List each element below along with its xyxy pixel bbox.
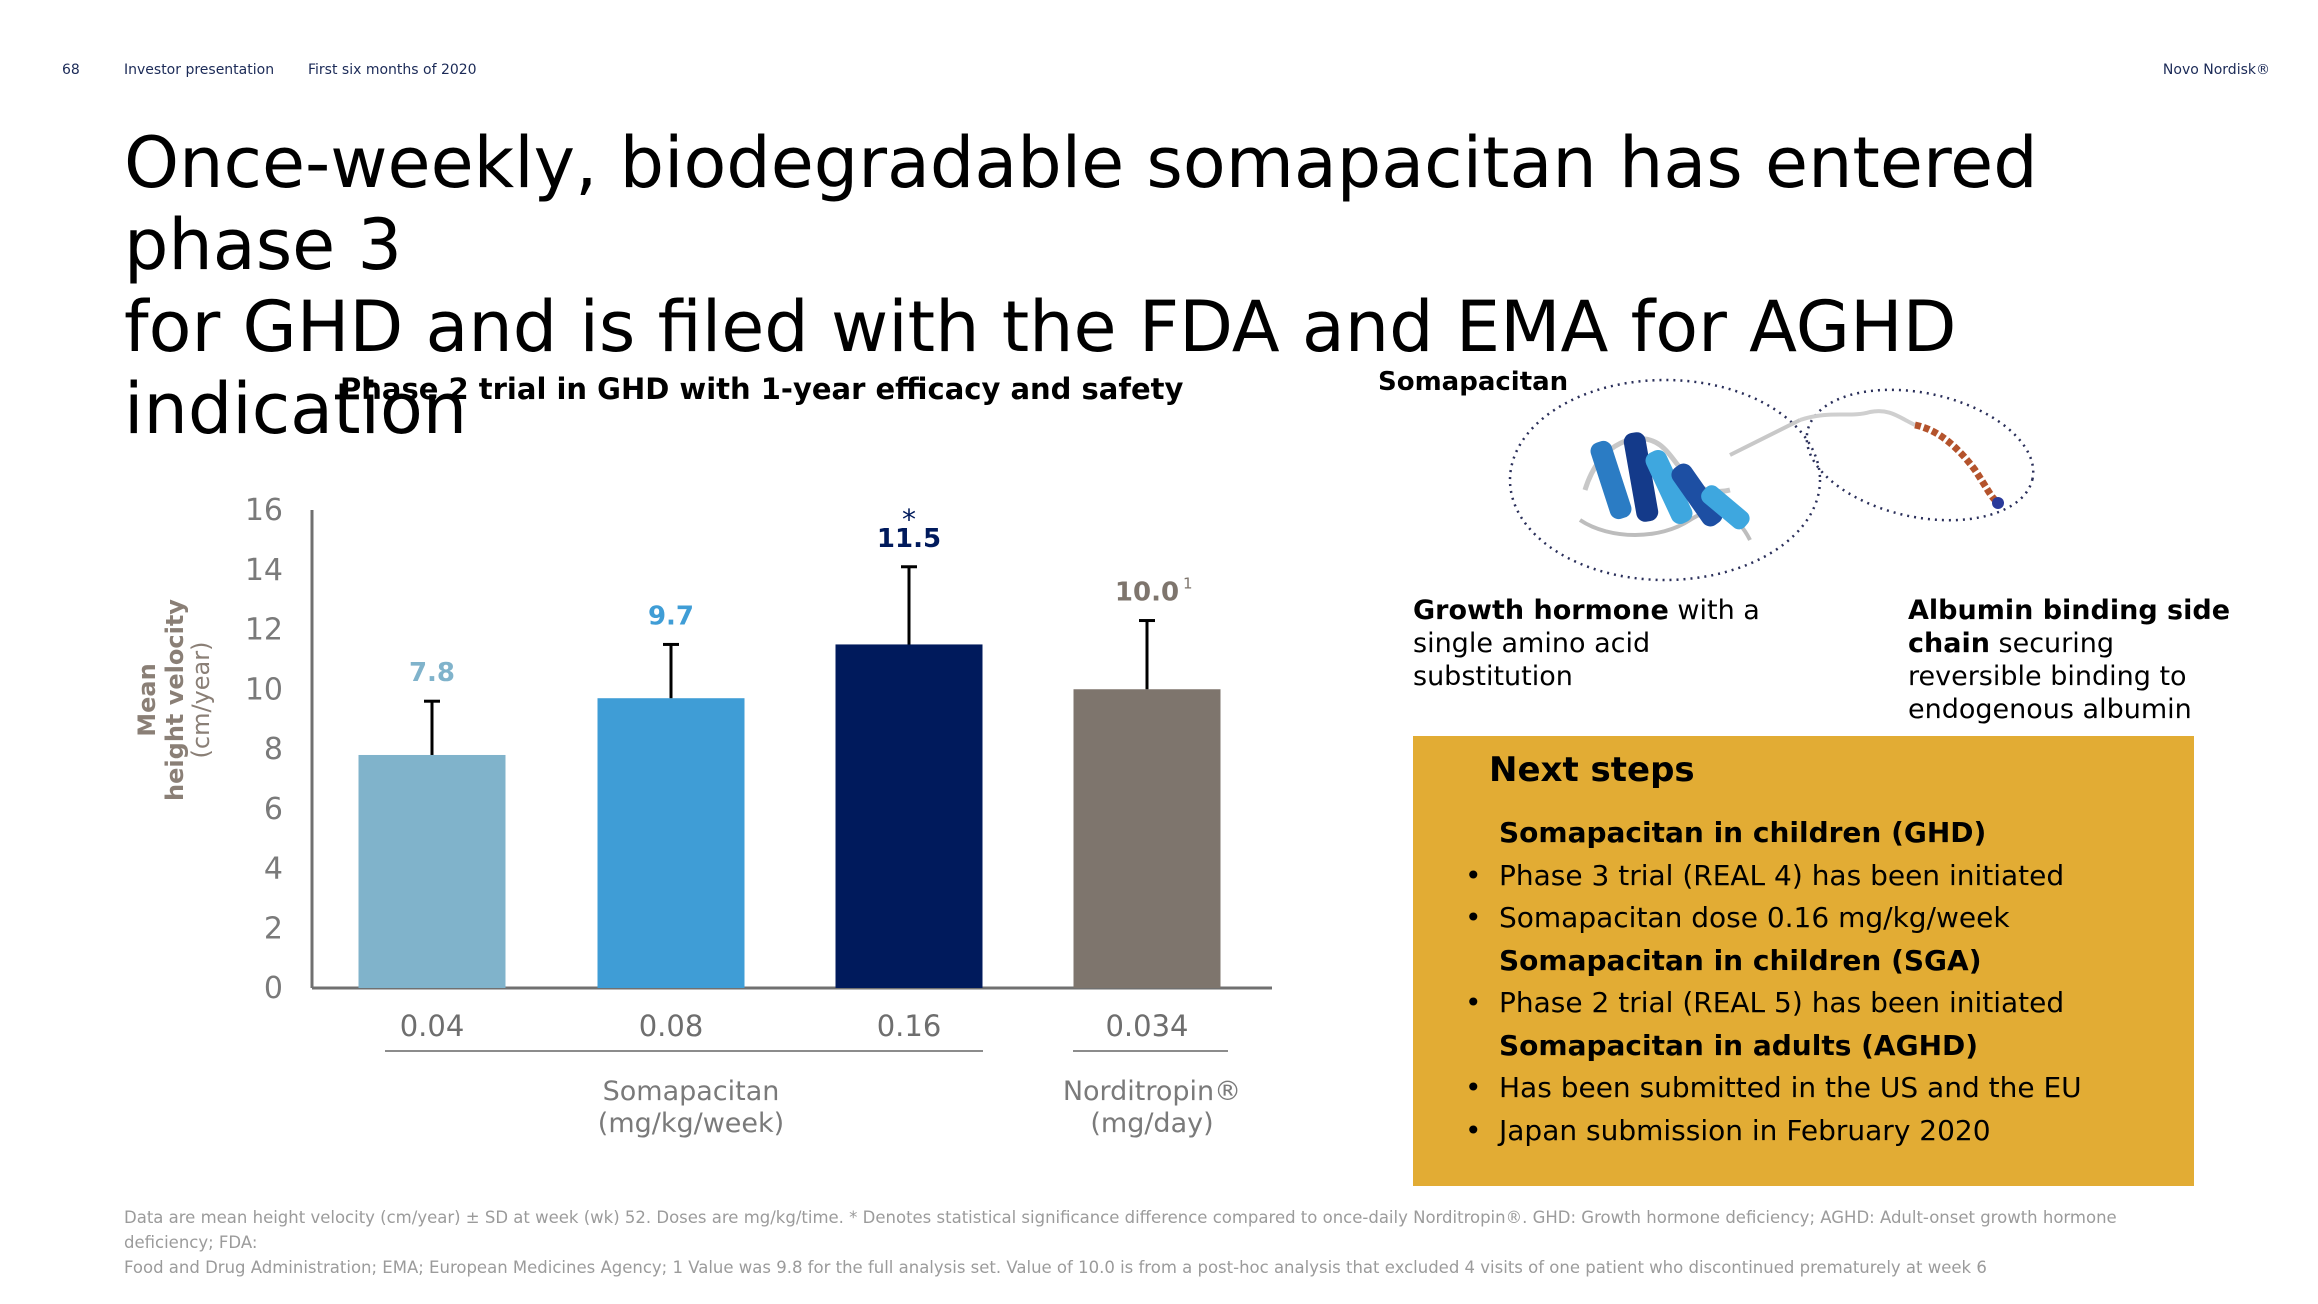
next-steps-bullet: Has been submitted in the US and the EU (1463, 1067, 2082, 1110)
page-title-line-1: Once-weekly, biodegradable somapacitan h… (124, 122, 2038, 286)
bar-0.08 (597, 698, 745, 988)
albumin-caption-rest: securing (1989, 628, 2115, 659)
albumin-caption-bold-2: chain (1908, 628, 1990, 659)
x-tick-label: 0.16 (877, 1009, 942, 1043)
growth-hormone-caption-rest: with a (1668, 595, 1760, 626)
growth-hormone-caption-bold: Growth hormone (1413, 595, 1669, 626)
next-steps-heading: Somapacitan in children (GHD) (1499, 816, 1987, 849)
protein-helices (1578, 418, 1801, 541)
y-tick-label: 4 (264, 852, 283, 887)
footnote-line-2: Food and Drug Administration; EMA; Europ… (124, 1258, 1987, 1277)
y-axis-label-line3: (cm/year) (187, 642, 215, 759)
albumin-side-chain (1799, 409, 2004, 509)
group-label-line-1: Somapacitan (603, 1076, 780, 1107)
y-tick-label: 16 (245, 493, 283, 528)
next-steps-bullet: Japan submission in February 2020 (1463, 1110, 2082, 1153)
value-label-superscript: 1 (1183, 575, 1193, 593)
y-tick-label: 2 (264, 911, 283, 946)
page-title: Once-weekly, biodegradable somapacitan h… (124, 122, 2224, 450)
significance-marker: * (902, 503, 916, 536)
albumin-caption-bold-1: Albumin binding side (1908, 595, 2231, 626)
bar-0.04 (358, 754, 506, 988)
y-tick-label: 8 (264, 732, 283, 767)
bar-0.034 (1073, 689, 1221, 988)
footnote-line-1: Data are mean height velocity (cm/year) … (124, 1208, 2117, 1252)
group-label-line-2: (mg/kg/week) (598, 1108, 784, 1139)
x-tick-label: 0.08 (639, 1009, 704, 1043)
next-steps-title: Next steps (1489, 750, 1695, 790)
y-axis-label-line2: height velocity (161, 599, 189, 801)
bar-0.16 (835, 644, 983, 988)
page-number: 68 (62, 62, 80, 78)
y-tick-label: 6 (264, 792, 283, 827)
y-tick-label: 10 (245, 672, 283, 707)
next-steps-heading: Somapacitan in children (SGA) (1499, 943, 1982, 977)
group-label-line-2: (mg/day) (1090, 1108, 1213, 1139)
page-title-line-2: for GHD and is filed with the FDA and EM… (124, 286, 1957, 450)
albumin-caption: Albumin binding side chain securing reve… (1908, 594, 2230, 726)
next-steps-bullet: Somapacitan dose 0.16 mg/kg/week (1463, 897, 2082, 940)
footnote: Data are mean height velocity (cm/year) … (124, 1205, 2204, 1280)
y-tick-label: 14 (245, 553, 283, 588)
bar-chart: 0 2 4 6 8 10 12 14 16 Mean height velocity(cm/year… (133, 493, 1272, 1139)
somapacitan-molecule-illustration (1508, 378, 2035, 582)
value-label-0.034: 10.0 (1115, 578, 1179, 608)
value-label-0.16: 11.5 (877, 524, 941, 554)
y-tick-label: 0 (264, 971, 283, 1006)
next-steps-heading: Somapacitan in adults (AGHD) (1499, 1028, 1979, 1062)
next-steps-bullet: Phase 2 trial (REAL 5) has been initiate… (1463, 982, 2082, 1025)
growth-hormone-caption-line-3: substitution (1413, 661, 1573, 692)
value-label-0.08: 9.7 (648, 601, 694, 631)
growth-hormone-outline (1508, 378, 1822, 582)
reporting-period: First six months of 2020 (308, 62, 477, 78)
document-type: Investor presentation (124, 62, 275, 78)
x-tick-label: 0.034 (1105, 1009, 1188, 1043)
growth-hormone-caption-line-2: single amino acid (1413, 628, 1651, 659)
next-steps-bullet: Phase 3 trial (REAL 4) has been initiate… (1463, 855, 2082, 898)
value-label-0.04: 7.8 (409, 658, 455, 688)
next-steps-list: Somapacitan in children (GHD) Phase 3 tri… (1463, 812, 2082, 1152)
albumin-caption-line-4: endogenous albumin (1908, 694, 2192, 725)
growth-hormone-caption: Growth hormone with a single amino acid … (1413, 594, 1760, 693)
albumin-chain-outline (1805, 388, 2035, 522)
group-label-line-1: Norditropin® (1063, 1076, 1241, 1107)
next-steps-panel: Next steps Somapacitan in children (GHD)… (1413, 736, 2194, 1186)
chart-title: Phase 2 trial in GHD with 1-year efficac… (340, 372, 1184, 406)
x-tick-label: 0.04 (400, 1009, 465, 1043)
molecule-label: Somapacitan (1378, 367, 1569, 397)
albumin-caption-line-3: reversible binding to (1908, 661, 2187, 692)
y-tick-label: 12 (245, 613, 283, 648)
y-axis-label-line1: Mean (133, 663, 161, 736)
brand-name: Novo Nordisk® (2162, 62, 2270, 78)
